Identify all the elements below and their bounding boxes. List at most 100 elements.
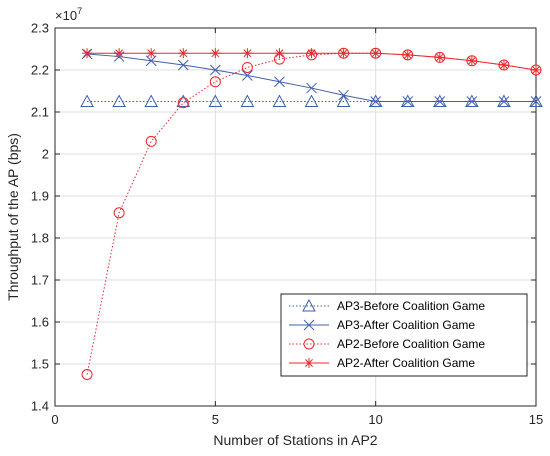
y-axis-label: Throughput of the AP (bps) [5, 133, 21, 301]
legend-item: AP3-After Coalition Game [289, 318, 475, 332]
asterisk-marker [304, 358, 314, 368]
x-tick-label: 0 [51, 412, 58, 427]
y-tick-label: 1.8 [31, 231, 49, 246]
x-tick-label: 15 [529, 412, 543, 427]
asterisk-marker [114, 48, 125, 59]
x-marker-stroke [306, 82, 317, 94]
asterisk-marker [306, 48, 317, 59]
legend-label: AP3-Before Coalition Game [337, 299, 485, 313]
asterisk-marker-stroke [243, 49, 252, 58]
axis-ticks: 0 5 10 15 1.4 1.5 1.6 1.7 1.8 1.9 2 2.1 2.2 2.3 [31, 21, 543, 428]
y-tick-label: 1.6 [31, 315, 49, 330]
x-tick-label: 10 [368, 412, 382, 427]
y-exponent-label: ×107 [55, 6, 82, 23]
asterisk-marker-stroke [307, 49, 316, 58]
asterisk-marker-stroke [532, 66, 540, 74]
circle-marker [241, 61, 253, 73]
circle-marker [145, 135, 157, 147]
asterisk-marker-stroke [275, 49, 284, 58]
triangle-marker [240, 94, 255, 107]
legend-label: AP2-Before Coalition Game [337, 337, 485, 351]
asterisk-marker [370, 48, 381, 59]
x-marker-stroke [530, 96, 542, 107]
triangle-marker [176, 94, 191, 107]
x-tick-label: 5 [212, 412, 219, 427]
y-tick-label: 1.9 [31, 189, 49, 204]
x-marker [306, 82, 317, 94]
circle-marker [81, 369, 93, 380]
y-tick-label: 2.2 [31, 63, 49, 78]
asterisk-marker-stroke [305, 359, 313, 367]
x-axis-label: Number of Stations in AP2 [213, 432, 377, 448]
series-4 [82, 48, 541, 75]
x-marker [177, 59, 189, 71]
x-marker [338, 89, 349, 101]
y-tick-label: 2 [42, 147, 49, 162]
x-marker-stroke [402, 96, 414, 107]
legend: AP3-Before Coalition Game AP3-After Coali… [280, 293, 528, 377]
triangle-marker [302, 298, 316, 312]
x-marker-stroke [370, 96, 382, 107]
x-marker-stroke [498, 96, 510, 107]
x-marker-stroke [242, 70, 253, 81]
asterisk-marker [178, 48, 189, 59]
triangle-marker [112, 94, 126, 107]
x-marker [434, 96, 446, 107]
x-marker-stroke [209, 64, 221, 76]
y-tick-label: 2.1 [31, 105, 49, 120]
asterisk-marker [466, 55, 477, 66]
legend-item: AP3-Before Coalition Game [289, 298, 485, 313]
asterisk-marker-stroke [179, 49, 188, 58]
legend-label: AP3-After Coalition Game [337, 318, 475, 332]
asterisk-marker-stroke [115, 49, 124, 58]
asterisk-marker-stroke [403, 50, 412, 59]
triangle-marker [272, 94, 287, 107]
asterisk-marker-stroke [147, 49, 156, 58]
triangle-marker [304, 94, 319, 107]
asterisk-marker-stroke [339, 49, 348, 58]
x-marker [402, 96, 414, 107]
asterisk-marker-stroke [499, 61, 508, 69]
x-marker-stroke [303, 319, 315, 331]
y-tick-label: 1.5 [31, 357, 49, 372]
asterisk-marker [338, 48, 349, 59]
y-tick-label: 1.4 [31, 399, 49, 414]
y-tick-label: 1.7 [31, 273, 49, 288]
asterisk-marker-stroke [435, 53, 444, 62]
x-marker [498, 96, 510, 107]
x-marker [466, 96, 478, 107]
asterisk-marker [498, 59, 509, 70]
triangle-marker [144, 94, 159, 107]
x-marker [274, 76, 285, 88]
legend-box [280, 293, 528, 377]
legend-label: AP2-After Coalition Game [337, 356, 475, 370]
series-layer [80, 47, 543, 380]
circle-marker [303, 338, 315, 350]
asterisk-marker [434, 52, 445, 63]
x-marker [370, 96, 382, 107]
asterisk-marker [82, 48, 93, 59]
asterisk-marker [210, 48, 221, 59]
triangle-marker [336, 94, 351, 107]
x-marker [209, 64, 221, 76]
x-marker [242, 70, 253, 81]
asterisk-marker-stroke [83, 49, 92, 58]
circle-marker [113, 207, 125, 219]
x-marker-stroke [274, 76, 285, 88]
asterisk-marker [242, 48, 253, 59]
x-marker-stroke [145, 55, 157, 67]
triangle-marker [208, 94, 223, 107]
plot-frame [54, 27, 537, 407]
asterisk-marker [531, 65, 541, 75]
asterisk-marker-stroke [211, 49, 220, 58]
series-2 [81, 48, 542, 107]
asterisk-marker [402, 49, 413, 60]
triangle-marker [80, 94, 94, 107]
asterisk-marker-stroke [371, 49, 380, 58]
x-marker [145, 55, 157, 67]
asterisk-marker-stroke [467, 56, 476, 65]
circle-marker [177, 97, 189, 109]
asterisk-marker [274, 48, 285, 59]
